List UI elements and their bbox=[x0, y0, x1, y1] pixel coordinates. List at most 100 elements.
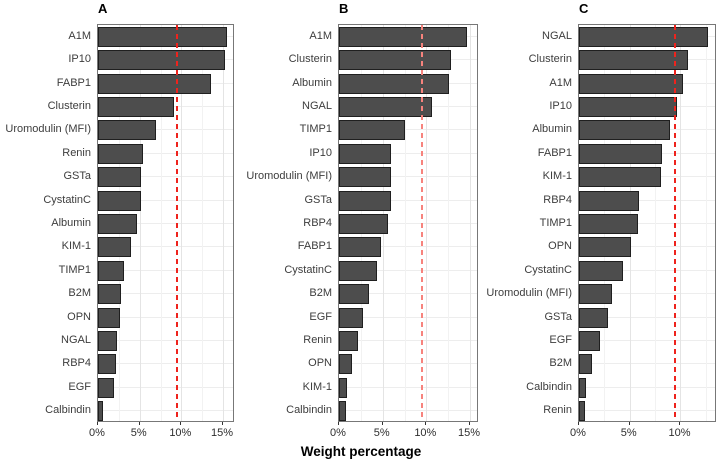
gridline-horizontal bbox=[98, 223, 233, 224]
gridline-horizontal bbox=[579, 269, 715, 271]
category-label-uromodulin-mfi: Uromodulin (MFI) bbox=[246, 170, 332, 183]
gridline-horizontal bbox=[98, 199, 233, 201]
bar-rbp4 bbox=[98, 354, 117, 375]
bar-timp1 bbox=[98, 260, 124, 281]
gridline-horizontal bbox=[339, 223, 477, 224]
gridline-horizontal bbox=[579, 386, 715, 388]
x-tick-label-0: 0% bbox=[570, 427, 586, 439]
bar-ip10 bbox=[579, 96, 678, 117]
gridline-horizontal bbox=[98, 386, 233, 388]
category-label-ngal: NGAL bbox=[61, 334, 91, 347]
category-label-albumin: Albumin bbox=[51, 217, 91, 229]
bar-egf bbox=[339, 307, 363, 328]
category-label-gsta: GSTa bbox=[544, 310, 572, 323]
x-tick-label-5: 5% bbox=[620, 427, 637, 439]
x-tick-label-5: 5% bbox=[373, 427, 390, 439]
panel-a-plot-area bbox=[97, 24, 234, 422]
category-label-cystatinc: CystatinC bbox=[284, 263, 332, 276]
x-tick-mark bbox=[338, 422, 339, 425]
category-label-cystatinc: CystatinC bbox=[43, 193, 91, 206]
category-label-egf: EGF bbox=[309, 310, 332, 323]
bar-a1m bbox=[98, 26, 228, 47]
bar-opn bbox=[579, 237, 631, 258]
x-tick-label-15: 15% bbox=[457, 427, 481, 439]
category-label-a1m: A1M bbox=[309, 29, 332, 42]
category-label-opn: OPN bbox=[67, 310, 91, 323]
bar-albumin bbox=[579, 120, 671, 141]
gridline-major bbox=[426, 25, 428, 421]
gridline-horizontal bbox=[339, 386, 477, 388]
gridline-horizontal bbox=[339, 340, 477, 342]
gridline-horizontal bbox=[579, 340, 715, 342]
gridline-horizontal bbox=[579, 246, 715, 248]
category-label-albumin: Albumin bbox=[292, 76, 332, 89]
gridline-horizontal bbox=[98, 316, 233, 318]
category-label-kim-1: KIM-1 bbox=[542, 170, 572, 183]
reference-line bbox=[420, 25, 423, 421]
gridline-horizontal bbox=[339, 129, 477, 131]
gridline-horizontal bbox=[579, 293, 715, 295]
x-tick-label-5: 5% bbox=[130, 427, 147, 439]
category-label-ip10: IP10 bbox=[549, 99, 572, 112]
bar-gsta bbox=[339, 190, 391, 211]
category-label-cystatinc: CystatinC bbox=[524, 263, 572, 276]
bar-a1m bbox=[579, 73, 683, 94]
panel-c-category-labels: NGAL Clusterin A1M IP10 Albumin FABP1 KIM-1 RBP… bbox=[481, 24, 578, 422]
gridline-horizontal bbox=[339, 316, 477, 318]
category-label-ip10: IP10 bbox=[309, 146, 332, 159]
bar-b2m bbox=[579, 354, 593, 375]
panel-c-title: C bbox=[579, 1, 589, 16]
gridline-horizontal bbox=[98, 293, 233, 295]
gridline-horizontal bbox=[579, 410, 715, 412]
category-label-clusterin: Clusterin bbox=[528, 53, 572, 66]
bar-clusterin bbox=[339, 50, 451, 71]
panel-b-plot-area bbox=[338, 24, 478, 422]
category-label-timp1: TIMP1 bbox=[58, 263, 91, 276]
category-label-rbp4: RBP4 bbox=[62, 357, 91, 370]
bar-egf bbox=[98, 377, 114, 398]
bar-ngal bbox=[98, 331, 118, 352]
gridline-minor bbox=[404, 25, 406, 421]
category-label-b2m: B2M bbox=[309, 287, 332, 300]
category-label-gsta: GSTa bbox=[63, 170, 91, 183]
category-label-timp1: TIMP1 bbox=[539, 217, 572, 229]
category-label-clusterin: Clusterin bbox=[288, 53, 332, 66]
bar-fabp1 bbox=[339, 237, 381, 258]
gridline-horizontal bbox=[339, 363, 477, 365]
bar-timp1 bbox=[339, 120, 406, 141]
bar-uromodulin-mfi bbox=[339, 167, 391, 188]
x-tick-label-0: 0% bbox=[89, 427, 105, 439]
bar-renin bbox=[339, 331, 359, 352]
gridline-minor bbox=[448, 25, 450, 421]
bar-albumin bbox=[98, 214, 138, 234]
gridline-horizontal bbox=[579, 363, 715, 365]
bar-rbp4 bbox=[339, 214, 388, 234]
bar-b2m bbox=[339, 284, 369, 305]
gridline-horizontal bbox=[579, 199, 715, 201]
gridline-major bbox=[223, 25, 224, 421]
category-label-egf: EGF bbox=[549, 334, 572, 347]
bar-rbp4 bbox=[579, 190, 639, 211]
category-label-timp1: TIMP1 bbox=[299, 123, 332, 136]
category-label-fabp1: FABP1 bbox=[297, 240, 332, 253]
bar-cystatinc bbox=[98, 190, 141, 211]
gridline-major bbox=[470, 25, 471, 421]
bar-cystatinc bbox=[579, 260, 623, 281]
gridline-horizontal bbox=[98, 246, 233, 248]
category-label-fabp1: FABP1 bbox=[537, 146, 572, 159]
panel-b-title: B bbox=[339, 1, 349, 16]
category-label-clusterin: Clusterin bbox=[47, 99, 91, 112]
reference-line bbox=[674, 25, 677, 421]
gridline-horizontal bbox=[339, 199, 477, 201]
bar-fabp1 bbox=[98, 73, 211, 94]
x-tick-label-0: 0% bbox=[330, 427, 346, 439]
gridline-horizontal bbox=[339, 176, 477, 178]
category-label-b2m: B2M bbox=[549, 357, 572, 370]
x-tick-mark bbox=[469, 422, 470, 425]
category-label-gsta: GSTa bbox=[304, 193, 332, 206]
gridline-major bbox=[181, 25, 183, 421]
panel-c-x-axis: 0% 5% 10% bbox=[570, 422, 716, 444]
category-label-ip10: IP10 bbox=[68, 53, 91, 66]
category-label-rbp4: RBP4 bbox=[543, 193, 572, 206]
